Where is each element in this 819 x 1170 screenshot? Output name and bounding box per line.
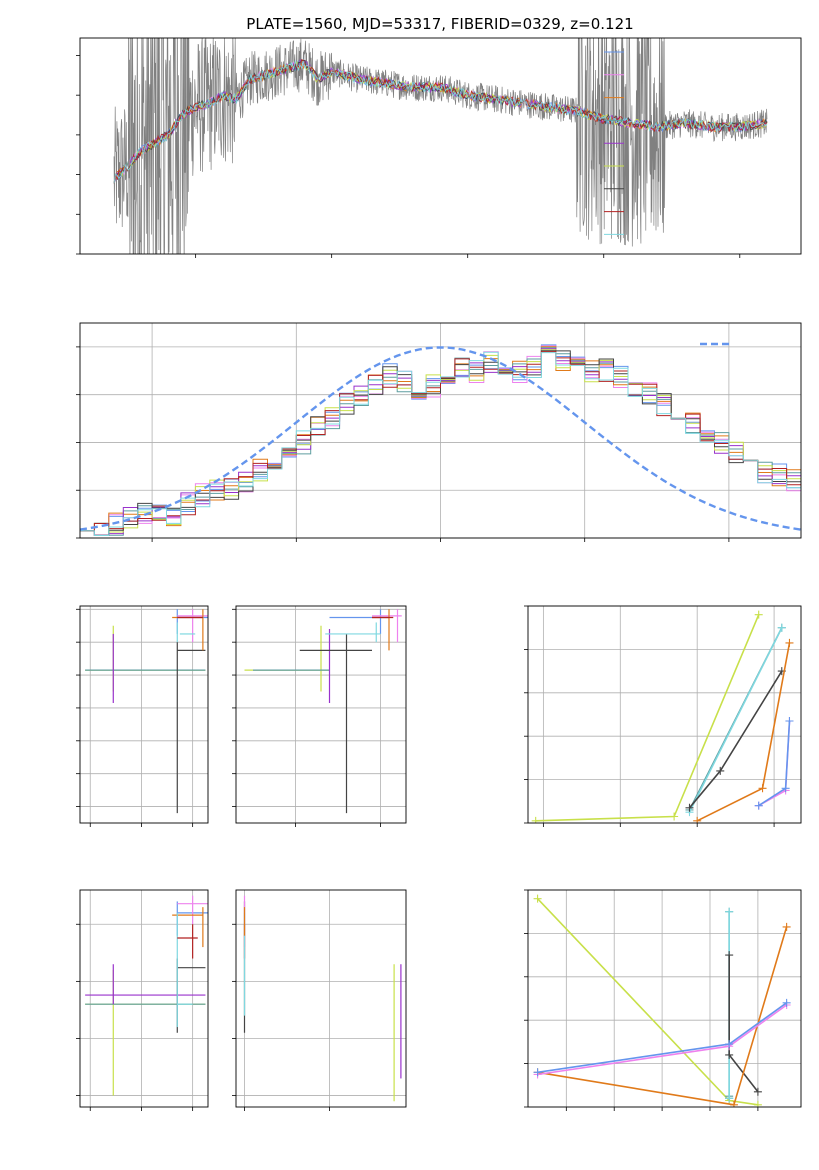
weight-point-marker	[782, 998, 791, 1007]
histogram-step-line	[80, 351, 801, 536]
weight-point-marker	[716, 766, 725, 775]
age_vs_Z-frame	[79, 605, 209, 824]
histogram-step-line	[80, 344, 801, 536]
weight-point-marker	[777, 623, 786, 632]
spectrum-plot-area	[113, 38, 768, 254]
weight-point-marker	[725, 1040, 734, 1049]
weight-point-marker	[729, 1100, 738, 1107]
mass_vs_Z-frame	[79, 889, 209, 1108]
weight-point-marker	[781, 784, 790, 793]
weight-point-marker	[725, 907, 734, 916]
age_vs_mass-frame	[235, 605, 407, 824]
age_vs_mass-plot-area	[244, 609, 402, 814]
weight-point-marker	[725, 951, 734, 960]
weight_vs_Z-panel	[524, 889, 802, 1111]
histogram-step-line	[80, 350, 801, 536]
age_vs_Z-plot-area	[85, 609, 208, 814]
weight-series-line	[537, 898, 759, 1106]
weight-point-marker	[531, 816, 540, 823]
mass_vs_ebv-panel	[232, 889, 407, 1111]
weight-series-line	[535, 614, 760, 822]
residuals-plot-area	[80, 344, 801, 536]
spectrum-model-line	[113, 58, 768, 184]
mass_vs_ebv-plot-area	[243, 895, 402, 1102]
weight-point-marker	[754, 801, 763, 810]
weight-point-marker	[758, 784, 767, 793]
weight-point-marker	[533, 894, 542, 903]
weight-series-line	[688, 627, 783, 813]
residuals-panel	[76, 322, 802, 542]
spectrum-model-line	[113, 59, 768, 184]
weight-point-marker	[785, 717, 794, 726]
weight_vs_age-plot-area	[531, 610, 794, 823]
weight-point-marker	[782, 922, 791, 931]
weight-point-marker	[725, 1050, 734, 1059]
mass_vs_Z-plot-area	[85, 895, 208, 1096]
mass_vs_Z-panel	[76, 889, 209, 1111]
weight_vs_Z-plot-area	[533, 894, 791, 1107]
weight-point-marker	[670, 812, 679, 821]
weight-point-marker	[533, 1068, 542, 1077]
weight_vs_age-panel	[524, 605, 802, 827]
weight-series-line	[688, 670, 783, 809]
spectrum-frame	[79, 37, 802, 255]
gaussian-reference-line	[80, 346, 801, 531]
weight-point-marker	[754, 610, 763, 619]
residuals-frame	[79, 322, 802, 539]
mass_vs_ebv-frame	[235, 889, 407, 1108]
weight_vs_Z-frame	[527, 889, 802, 1108]
weight_vs_age-frame	[527, 605, 802, 824]
weight-point-marker	[753, 1100, 762, 1107]
spectrum-panel	[76, 37, 802, 258]
weight-point-marker	[693, 816, 702, 823]
age_vs_mass-panel	[232, 605, 407, 827]
figure-title: PLATE=1560, MJD=53317, FIBERID=0329, z=0…	[246, 15, 633, 33]
age_vs_Z-panel	[76, 605, 209, 827]
weight-point-marker	[725, 1094, 734, 1103]
weight-point-marker	[685, 803, 694, 812]
weight-point-marker	[785, 638, 794, 647]
spectrum-data-line	[113, 38, 768, 254]
weight-point-marker	[753, 1087, 762, 1096]
